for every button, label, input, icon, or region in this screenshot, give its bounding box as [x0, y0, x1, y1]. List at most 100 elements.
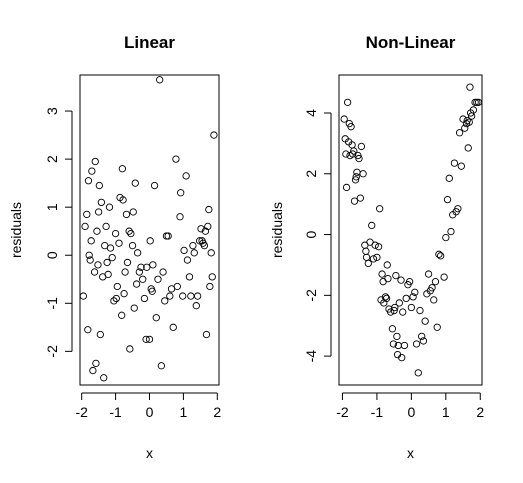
data-point: [424, 270, 433, 278]
data-point: [143, 263, 151, 271]
data-point: [128, 241, 137, 250]
data-point: [130, 304, 138, 312]
data-point: [347, 123, 355, 131]
data-point: [443, 195, 452, 204]
data-point: [149, 261, 157, 269]
data-point: [412, 340, 421, 348]
data-point: [197, 225, 205, 233]
data-point: [120, 290, 128, 298]
data-point: [176, 213, 184, 221]
y-axis-label: residuals: [269, 202, 285, 258]
data-point: [362, 247, 370, 255]
data-point: [474, 98, 483, 107]
data-point: [157, 362, 166, 370]
data-point: [205, 205, 213, 214]
data-point: [442, 233, 450, 242]
data-point: [118, 311, 126, 319]
data-point: [180, 246, 188, 255]
data-point: [356, 194, 365, 202]
data-point: [354, 151, 362, 160]
data-point: [94, 208, 103, 216]
data-point: [447, 227, 455, 236]
data-point: [450, 159, 459, 167]
data-point: [431, 278, 440, 286]
data-point: [152, 314, 160, 322]
data-point: [123, 258, 132, 267]
y-tick-label: -2: [44, 345, 60, 358]
data-point: [368, 221, 376, 230]
data-point: [343, 98, 352, 107]
data-point: [192, 302, 200, 310]
data-point: [464, 144, 472, 152]
data-point: [207, 249, 215, 257]
data-point: [395, 299, 403, 307]
x-tick-label: 0: [146, 404, 154, 420]
data-point: [430, 296, 438, 304]
data-point: [206, 282, 214, 291]
data-point: [133, 249, 142, 257]
data-point: [433, 323, 441, 331]
data-point: [103, 258, 111, 267]
data-point: [397, 276, 405, 284]
data-point: [104, 270, 112, 279]
data-point: [132, 280, 141, 288]
data-point: [156, 76, 164, 84]
data-point: [131, 179, 139, 187]
data-point: [204, 222, 212, 231]
data-point: [369, 255, 378, 263]
data-point: [193, 292, 202, 300]
data-point: [79, 292, 88, 300]
data-point: [393, 332, 401, 341]
data-point: [102, 222, 110, 231]
data-point: [119, 196, 127, 204]
data-point: [388, 325, 397, 333]
data-point: [169, 323, 177, 331]
data-point: [83, 210, 91, 219]
x-tick-label: -2: [75, 404, 88, 420]
data-point: [161, 297, 169, 305]
y-axis-label: residuals: [8, 202, 24, 258]
x-tick-label: -1: [109, 404, 122, 420]
data-point: [208, 273, 216, 281]
chart-title: Non-Linear: [366, 33, 456, 52]
data-point: [463, 116, 471, 125]
data-point: [437, 252, 445, 260]
data-point: [459, 115, 467, 123]
data-point: [414, 369, 422, 377]
data-point: [159, 268, 167, 276]
data-point: [166, 292, 174, 300]
data-point: [349, 150, 357, 158]
x-tick-label: -1: [371, 404, 384, 420]
data-point: [137, 263, 145, 271]
data-point: [400, 341, 409, 350]
data-point: [139, 275, 147, 283]
data-point: [189, 241, 197, 250]
data-point: [350, 147, 358, 155]
data-point: [390, 306, 398, 315]
data-point: [362, 253, 371, 262]
data-point: [353, 168, 361, 176]
data-point: [95, 181, 103, 190]
data-point: [173, 282, 181, 291]
y-tick-label: 4: [303, 109, 319, 117]
data-point: [85, 251, 93, 259]
data-point: [122, 210, 131, 219]
data-point: [405, 278, 414, 286]
data-point: [177, 189, 185, 197]
data-point: [127, 229, 135, 238]
data-point: [183, 256, 192, 264]
y-tick-label: -2: [303, 289, 319, 302]
y-tick-label: -4: [303, 350, 319, 363]
data-point: [108, 253, 116, 262]
data-point: [94, 261, 102, 269]
y-tick-label: -1: [44, 297, 60, 310]
data-point: [148, 287, 156, 295]
data-point: [135, 268, 143, 276]
data-point: [357, 142, 366, 151]
data-point: [93, 227, 101, 235]
data-point: [145, 335, 154, 343]
data-point: [440, 273, 448, 281]
data-point: [105, 203, 114, 211]
data-point: [342, 150, 350, 158]
